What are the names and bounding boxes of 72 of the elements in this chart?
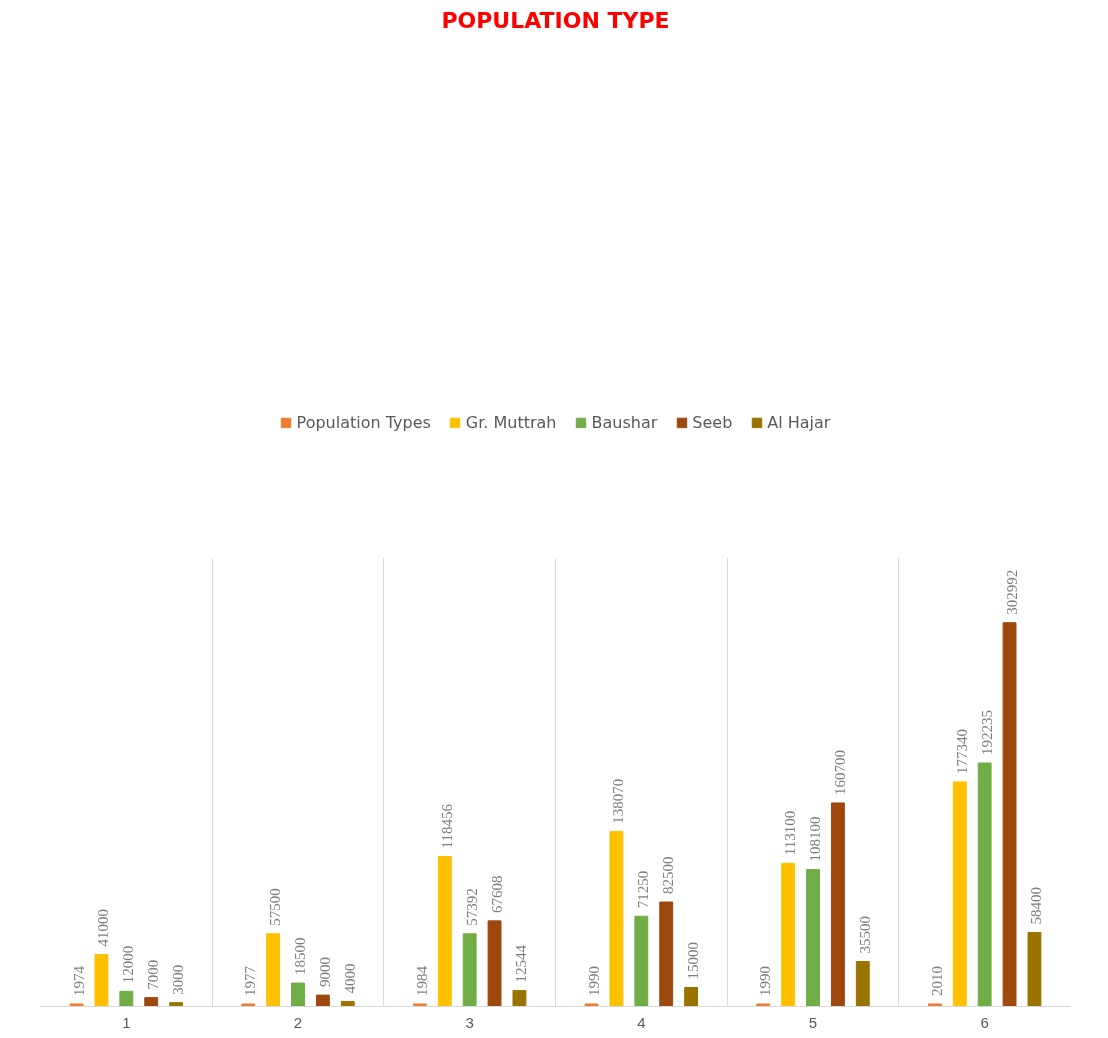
data-label: 35500 [856, 916, 873, 954]
data-label: 1977 [242, 965, 259, 996]
legend-label: Population Types [296, 412, 431, 432]
data-label: 18500 [292, 937, 308, 976]
data-label: 192235 [978, 710, 995, 756]
bar [756, 1003, 771, 1007]
bar [609, 831, 624, 1007]
data-label: 4000 [341, 963, 358, 994]
data-label: 160700 [831, 749, 848, 795]
bar [952, 781, 967, 1007]
bar [119, 990, 134, 1007]
data-label: 177340 [953, 728, 970, 774]
x-tick-label: 5 [808, 1013, 818, 1031]
chart-title: POPULATION TYPE [441, 7, 670, 33]
data-label: 3000 [170, 964, 187, 995]
data-label: 12544 [513, 944, 530, 983]
x-tick-label: 3 [465, 1013, 474, 1031]
bar [437, 855, 452, 1007]
data-label: 15000 [685, 942, 702, 980]
bar [291, 982, 305, 1007]
legend-label: Seeb [692, 412, 733, 432]
bar [1002, 622, 1017, 1007]
bar [241, 1003, 256, 1007]
legend-label: Gr. Muttrah [465, 412, 557, 432]
data-label: 41000 [95, 909, 112, 947]
x-tick-label: 2 [293, 1013, 303, 1031]
bar [94, 954, 109, 1007]
data-label: 1974 [70, 965, 87, 996]
x-tick-label: 4 [637, 1013, 646, 1031]
data-label: 118456 [438, 803, 455, 849]
bar [462, 933, 477, 1007]
x-tick-label: 1 [122, 1013, 131, 1031]
data-label: 82500 [660, 856, 677, 895]
data-label: 12000 [120, 945, 137, 984]
data-label: 138070 [610, 778, 627, 824]
bar [634, 915, 649, 1007]
data-label: 57392 [463, 888, 480, 926]
data-label: 67608 [488, 875, 505, 913]
x-tick-label: 6 [980, 1013, 989, 1031]
bar [855, 961, 870, 1007]
bar [69, 1003, 84, 1007]
legend-label: Al Hajar [767, 412, 831, 432]
bar [266, 933, 281, 1007]
data-label: 7000 [145, 959, 162, 990]
bar [412, 1003, 427, 1007]
data-label: 1984 [413, 965, 430, 996]
data-label: 9000 [316, 957, 333, 988]
bar [584, 1003, 599, 1007]
bar [684, 987, 699, 1007]
data-label: 113100 [782, 810, 799, 856]
data-label: 71250 [635, 870, 652, 909]
bar [781, 862, 796, 1007]
data-label: 1990 [585, 965, 602, 996]
bar [487, 920, 502, 1007]
bar [144, 997, 159, 1007]
bar [512, 990, 527, 1007]
bar [315, 994, 330, 1007]
data-label: 302992 [1003, 569, 1020, 615]
bar [1027, 932, 1042, 1007]
data-label: 1990 [757, 965, 774, 996]
data-label: 58400 [1028, 887, 1045, 925]
bar [927, 1003, 942, 1007]
data-label: 2010 [928, 965, 945, 996]
bar [340, 1000, 355, 1007]
bar [830, 802, 845, 1007]
bar [169, 1002, 184, 1007]
data-label: 57500 [267, 888, 284, 926]
bar [977, 762, 992, 1007]
data-label: 108100 [807, 816, 823, 862]
bar [659, 901, 674, 1007]
legend-label: Baushar [591, 412, 658, 432]
bar [806, 869, 820, 1007]
